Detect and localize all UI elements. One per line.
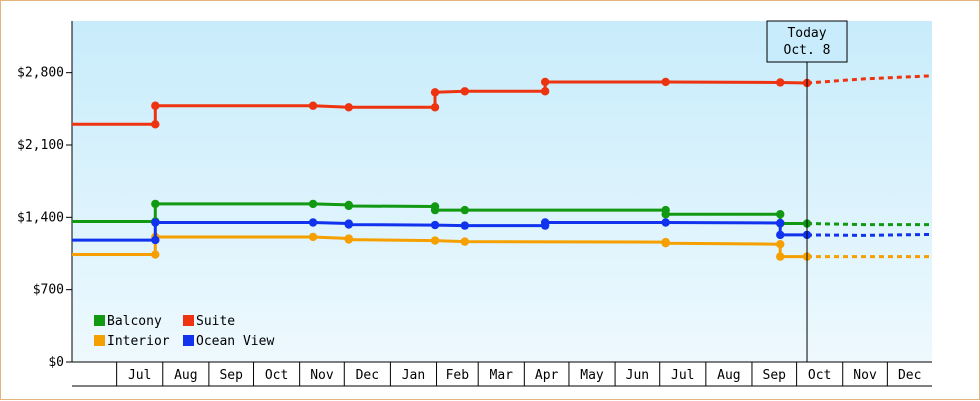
data-point xyxy=(540,218,550,227)
data-point xyxy=(430,205,440,215)
legend-label: Balcony xyxy=(107,314,162,329)
legend-swatch xyxy=(183,315,194,326)
series-suite xyxy=(72,74,933,129)
forecast-line-ocean-view xyxy=(806,232,933,237)
legend-swatch xyxy=(94,335,105,346)
data-point xyxy=(430,88,440,97)
series-balcony xyxy=(72,199,932,228)
data-point xyxy=(344,201,353,211)
data-point xyxy=(344,220,353,229)
x-tick-label: Jul xyxy=(128,368,151,383)
data-point xyxy=(661,238,670,248)
legend-swatch xyxy=(183,335,194,346)
data-point xyxy=(151,120,160,129)
x-tick-label: Nov xyxy=(310,368,334,383)
data-point xyxy=(151,218,160,227)
data-point xyxy=(460,205,470,215)
x-tick-label: Jul xyxy=(671,368,694,383)
x-tick-label: Sep xyxy=(219,368,243,383)
x-tick-label: Nov xyxy=(853,368,877,383)
data-point xyxy=(661,210,670,219)
data-point xyxy=(661,77,670,87)
today-label: Today xyxy=(787,26,826,41)
forecast-line-suite xyxy=(806,74,933,85)
data-point xyxy=(430,236,440,245)
data-point xyxy=(308,232,318,242)
data-point xyxy=(776,252,785,261)
data-point xyxy=(661,218,670,227)
legend-label: Suite xyxy=(196,314,235,329)
data-point xyxy=(344,235,353,244)
x-tick-label: Oct xyxy=(265,368,288,383)
legend-label: Interior xyxy=(107,334,170,349)
data-point xyxy=(308,218,318,227)
y-tick-label: $0 xyxy=(48,355,64,370)
forecast-line-balcony xyxy=(806,222,932,227)
data-point xyxy=(151,235,160,245)
series-ocean-view xyxy=(72,218,933,245)
data-point xyxy=(308,199,318,209)
data-point xyxy=(460,87,470,96)
series-line-ocean-view xyxy=(72,221,807,242)
data-point xyxy=(540,87,550,96)
x-tick-label: Sep xyxy=(763,368,787,383)
data-point xyxy=(151,199,160,209)
today-box xyxy=(766,20,848,63)
data-point xyxy=(776,230,785,240)
data-point xyxy=(151,250,160,259)
today-marker: Today Oct. 8 xyxy=(766,20,848,362)
y-tick-label: $2,100 xyxy=(17,138,64,153)
x-tick-label: Jun xyxy=(626,368,649,383)
data-point xyxy=(344,103,353,112)
axes: $0 $700 $1,400 $2,100 $2,800 Jul Aug Sep Oct Nov D… xyxy=(17,21,932,387)
x-tick-label: Jan xyxy=(402,368,425,383)
legend: Balcony Suite Interior Ocean View xyxy=(94,314,274,349)
data-point xyxy=(776,218,785,228)
data-point xyxy=(430,220,440,230)
data-point xyxy=(776,210,785,219)
data-point xyxy=(776,78,785,87)
y-tick-label: $700 xyxy=(33,283,64,298)
data-point xyxy=(540,77,550,87)
today-date-label: Oct. 8 xyxy=(784,43,831,58)
x-tick-label: Apr xyxy=(535,368,559,383)
x-tick-label: May xyxy=(580,368,604,383)
y-tick-label: $1,400 xyxy=(17,210,64,225)
x-tick-label: Feb xyxy=(446,368,470,383)
data-point xyxy=(151,101,160,110)
data-point xyxy=(460,237,470,246)
plot-background xyxy=(72,21,932,362)
x-tick-label: Mar xyxy=(490,368,514,383)
data-point xyxy=(460,221,470,230)
x-tick-label: Dec xyxy=(898,368,921,383)
x-tick-label: Aug xyxy=(174,368,197,383)
data-point xyxy=(308,101,318,110)
x-tick-label: Aug xyxy=(717,368,740,383)
x-tick-label: Dec xyxy=(356,368,379,383)
x-tick-label: Oct xyxy=(808,368,831,383)
series-layer xyxy=(72,74,933,261)
legend-label: Ocean View xyxy=(196,334,274,349)
data-point xyxy=(430,103,440,112)
legend-swatch xyxy=(94,315,105,326)
y-tick-label: $2,800 xyxy=(17,66,64,81)
data-point xyxy=(776,240,785,249)
